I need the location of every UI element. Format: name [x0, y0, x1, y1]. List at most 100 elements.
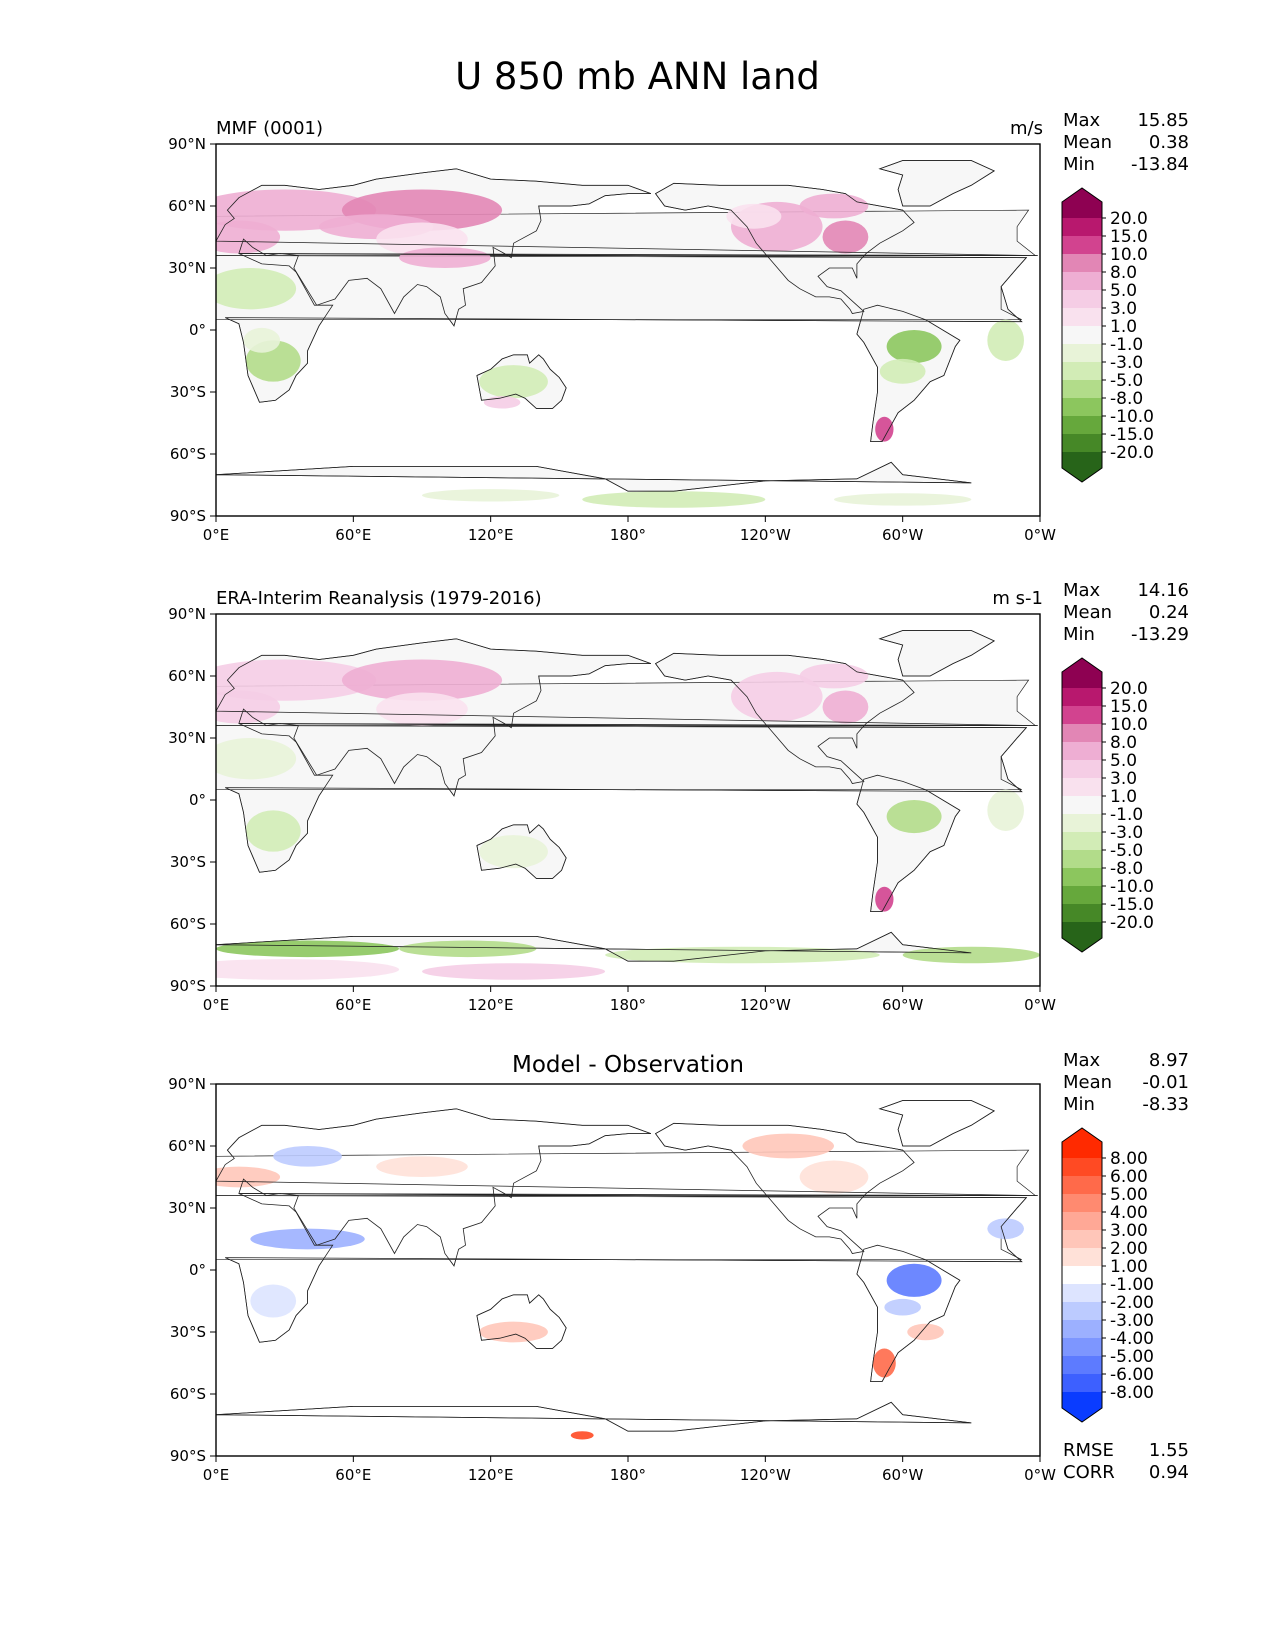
- colorbar-segment: [1062, 326, 1102, 345]
- lat-tick-label: 0°: [189, 791, 206, 809]
- colorbar-label: -20.0: [1110, 443, 1154, 463]
- stat-value: -0.01: [1142, 1072, 1189, 1093]
- field-patch: [216, 1166, 281, 1188]
- lat-tick-label: 60°N: [168, 1137, 206, 1155]
- lon-tick-label: 120°W: [740, 996, 791, 1014]
- colorbar-segment: [1062, 344, 1102, 363]
- lat-tick-label: 90°N: [168, 135, 206, 153]
- coastline-eurasia: [216, 638, 1038, 797]
- colorbar-label: 5.0: [1110, 281, 1137, 301]
- stat-value: -13.29: [1130, 624, 1189, 645]
- colorbar-segment: [1062, 1320, 1102, 1339]
- field-patch: [726, 203, 782, 229]
- stats-block: Max 14.16 Mean 0.24 Min -13.29: [1063, 580, 1189, 646]
- stat-row-max: Max 15.85: [1063, 110, 1189, 132]
- lon-tick-label: 0°W: [1024, 1466, 1056, 1484]
- coastline-antarctica: [216, 931, 972, 986]
- lat-tick-label: 60°N: [168, 197, 206, 215]
- colorbar-segment: [1062, 1356, 1102, 1375]
- lon-tick-label: 120°W: [740, 526, 791, 544]
- colorbar: 20.015.010.08.05.03.01.0-1.0-3.0-5.0-8.0…: [1061, 187, 1154, 483]
- lon-tick-label: 180°: [610, 526, 646, 544]
- colorbar-segment: [1062, 904, 1102, 923]
- field-patch: [216, 738, 297, 780]
- coastline-antarctica: [216, 1401, 972, 1456]
- colorbar-label: -8.00: [1110, 1383, 1154, 1403]
- stat-value: -8.33: [1142, 1094, 1189, 1115]
- colorbar-label: -10.0: [1110, 877, 1154, 897]
- field-patch: [886, 1263, 942, 1297]
- continent-antarctica: [216, 1401, 972, 1456]
- colorbar-label: -5.0: [1110, 371, 1143, 391]
- map-plot: 90°N 60°N 30°N 0° 30°S 60°S 90°S0°E 60°E 120°E 18…: [168, 605, 1056, 1014]
- stat-label: Mean: [1063, 132, 1113, 153]
- map-plot: 90°N 60°N 30°N 0° 30°S 60°S 90°S0°E 60°E 120°E 18…: [168, 135, 1056, 544]
- colorbar-segment: [1062, 1338, 1102, 1357]
- coastline-eurasia: [216, 1108, 1038, 1267]
- coastline-namerica: [654, 652, 915, 784]
- continent-greenland: [878, 1100, 995, 1147]
- lon-tick-label: 60°E: [335, 1466, 371, 1484]
- colorbar-label: -15.0: [1110, 895, 1154, 915]
- stat-label: Mean: [1063, 602, 1113, 623]
- colorbar-segment: [1062, 832, 1102, 851]
- field-patch: [250, 1284, 297, 1318]
- lat-tick-label: 90°N: [168, 1075, 206, 1093]
- colorbar-label: 3.0: [1110, 769, 1137, 789]
- lat-tick-label: 0°: [189, 321, 206, 339]
- field-patch: [399, 247, 491, 268]
- lat-tick-label: 60°N: [168, 667, 206, 685]
- stat-value: -13.84: [1130, 154, 1189, 175]
- colorbar-segment: [1062, 362, 1102, 381]
- colorbar-segment: [1062, 380, 1102, 399]
- colorbar-label: -5.00: [1110, 1347, 1154, 1367]
- colorbar-label: 8.0: [1110, 263, 1137, 283]
- lon-tick-label: 0°E: [203, 996, 230, 1014]
- colorbar-label: -3.0: [1110, 823, 1143, 843]
- stat-row-min: Min -8.33: [1063, 1094, 1189, 1116]
- colorbar-segment: [1062, 778, 1102, 797]
- field-patch: [216, 690, 281, 724]
- field-patch: [987, 789, 1024, 831]
- lat-tick-label: 0°: [189, 1261, 206, 1279]
- colorbar-label: 10.0: [1110, 245, 1148, 265]
- stat-label: Max: [1063, 580, 1101, 601]
- colorbar-segment: [1062, 1212, 1102, 1231]
- stat-label: Min: [1063, 154, 1095, 175]
- stat-label: Max: [1063, 1050, 1101, 1071]
- stat-value: 15.85: [1137, 110, 1189, 131]
- stat-row-rmse: RMSE 1.55: [1063, 1440, 1189, 1462]
- coastline-samerica: [856, 774, 961, 913]
- field-patch: [822, 690, 869, 724]
- stat-label: Max: [1063, 110, 1101, 131]
- land-layer: [216, 1100, 1038, 1456]
- continent-antarctica: [216, 461, 972, 516]
- field-patch: [399, 940, 537, 958]
- colorbar-segment: [1062, 1302, 1102, 1321]
- colorbar: 20.015.010.08.05.03.01.0-1.0-3.0-5.0-8.0…: [1061, 657, 1154, 953]
- lon-tick-label: 0°W: [1024, 526, 1056, 544]
- lon-tick-label: 60°W: [882, 996, 924, 1014]
- colorbar-label: 15.0: [1110, 227, 1148, 247]
- field-patch: [886, 330, 942, 364]
- colorbar-segment: [1062, 272, 1102, 291]
- colorbar-segment: [1062, 1266, 1102, 1285]
- panel-title: Model - Observation: [511, 1052, 745, 1078]
- coastline-africa: [225, 1193, 1028, 1343]
- field-patch: [216, 959, 400, 980]
- lon-tick-label: 60°E: [335, 526, 371, 544]
- lon-tick-label: 120°E: [468, 526, 514, 544]
- colorbar-label: 8.0: [1110, 733, 1137, 753]
- field-patch: [875, 886, 894, 912]
- colorbar-segment: [1062, 850, 1102, 869]
- panel-units: m/s: [1010, 118, 1043, 139]
- coastline-namerica: [654, 182, 915, 314]
- lat-tick-label: 30°S: [170, 1323, 206, 1341]
- land-layer: [216, 630, 1040, 986]
- colorbar-segment: [1062, 1230, 1102, 1249]
- lat-tick-label: 60°S: [170, 915, 206, 933]
- colorbar-segment: [1062, 254, 1102, 273]
- colorbar-segment: [1062, 724, 1102, 743]
- stat-value: 14.16: [1137, 580, 1189, 601]
- lat-tick-label: 30°N: [168, 259, 206, 277]
